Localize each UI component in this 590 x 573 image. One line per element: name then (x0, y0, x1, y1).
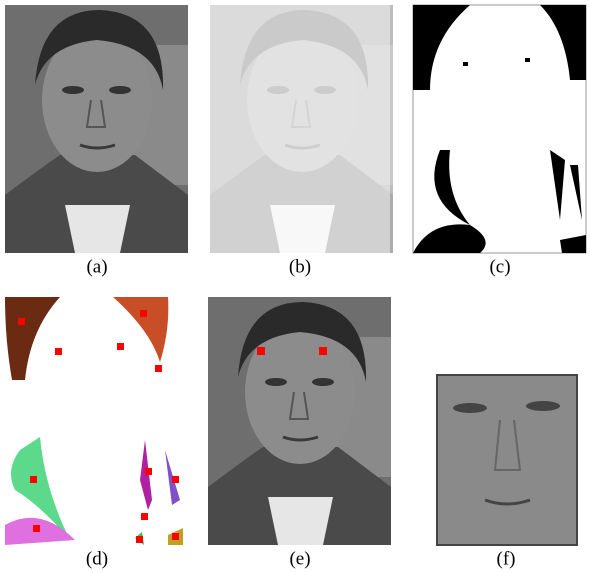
panel-b (210, 5, 393, 253)
panel-label: (c) (489, 256, 510, 277)
panel-c (413, 5, 586, 253)
panel-label: (b) (289, 256, 311, 277)
panel-label: (a) (86, 256, 107, 277)
panel-e (208, 297, 391, 545)
panel-f (437, 375, 577, 545)
panel-label: (e) (289, 548, 310, 569)
panel-label: (d) (86, 548, 108, 569)
figure: (a) (b) (c) (d) (e) (f) (0, 0, 590, 573)
panel-a (5, 5, 188, 253)
panel-d (5, 297, 183, 545)
panel-label: (f) (497, 548, 516, 569)
